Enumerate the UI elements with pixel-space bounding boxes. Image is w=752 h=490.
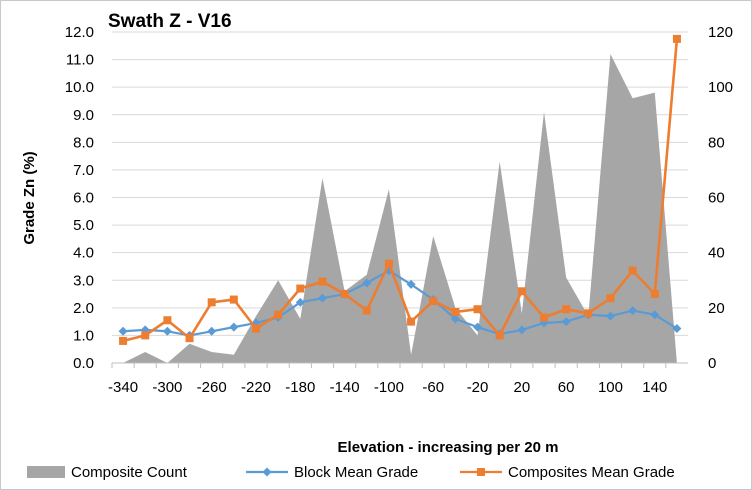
data-point: [317, 293, 327, 303]
legend-label: Composite Count: [71, 464, 188, 481]
data-point: [163, 316, 172, 325]
data-point: [561, 317, 571, 327]
legend-swatch-composite-count: [27, 466, 65, 478]
y-axis-title: Grade Zn (%): [21, 151, 38, 244]
x-tick-label: 60: [558, 379, 575, 396]
y2-tick-label: 100: [708, 79, 733, 96]
x-tick-label: -340: [108, 379, 138, 396]
legend: Composite Count Block Mean Grade Composite…: [27, 464, 675, 481]
data-point: [606, 294, 615, 303]
data-point: [229, 322, 239, 332]
data-point: [296, 284, 305, 293]
data-point: [628, 306, 638, 316]
x-tick-label: -140: [330, 379, 360, 396]
x-tick-label: -180: [285, 379, 315, 396]
data-point: [540, 313, 548, 322]
data-point: [517, 325, 527, 335]
x-tick-label: -260: [197, 379, 227, 396]
data-point: [473, 322, 483, 332]
y2-tick-label: 60: [708, 190, 725, 207]
y-tick-label: 1.0: [73, 327, 94, 344]
y-tick-label: 3.0: [73, 272, 94, 289]
legend-label: Composites Mean Grade: [508, 464, 675, 481]
data-point: [650, 310, 660, 320]
y2-tick-label: 120: [708, 24, 733, 41]
data-point: [162, 326, 172, 336]
data-point: [119, 336, 128, 345]
x-tick-label: -100: [374, 379, 404, 396]
chart-title: Swath Z - V16: [108, 11, 232, 32]
y2-tick-label: 80: [708, 134, 725, 151]
x-axis-title: Elevation - increasing per 20 m: [338, 439, 559, 456]
data-point: [450, 314, 460, 324]
x-tick-label: -220: [241, 379, 271, 396]
legend-label: Block Mean Grade: [294, 464, 418, 481]
y2-tick-label: 40: [708, 245, 725, 262]
data-point: [517, 287, 526, 296]
y-tick-label: 12.0: [65, 24, 94, 41]
data-point: [584, 309, 593, 318]
legend-marker: [262, 467, 272, 477]
legend-marker: [477, 468, 485, 476]
data-point: [672, 34, 681, 43]
y-tick-label: 8.0: [73, 134, 94, 151]
data-point: [274, 310, 283, 319]
y-tick-label: 9.0: [73, 107, 94, 124]
x-tick-label: 20: [514, 379, 531, 396]
x-tick-label: -20: [467, 379, 489, 396]
data-point: [207, 298, 216, 307]
data-point: [340, 290, 349, 299]
line-series: [118, 34, 682, 345]
data-point: [605, 311, 615, 321]
axes: [111, 362, 688, 368]
data-point: [473, 305, 482, 314]
data-point: [207, 326, 217, 336]
y-tick-label: 11.0: [66, 52, 94, 69]
area-series: [123, 54, 677, 364]
data-point: [185, 334, 194, 343]
data-point: [318, 277, 327, 286]
y-tick-label: 0.0: [73, 355, 94, 372]
data-point: [407, 317, 416, 326]
x-tick-label: 100: [598, 379, 623, 396]
data-point: [451, 307, 460, 316]
data-point: [495, 331, 504, 340]
x-tick-label: -300: [152, 379, 182, 396]
data-point: [362, 278, 372, 288]
data-point: [295, 297, 305, 307]
x-tick-label: 140: [642, 379, 667, 396]
data-point: [406, 279, 416, 289]
y-tick-label: 10.0: [65, 79, 94, 96]
y-tick-label: 7.0: [73, 162, 94, 179]
data-point: [672, 324, 682, 334]
data-point: [562, 305, 571, 314]
data-point: [118, 326, 128, 336]
data-point: [141, 331, 150, 340]
y-tick-label: 5.0: [73, 217, 94, 234]
data-point: [229, 295, 238, 304]
y2-tick-label: 0: [708, 355, 716, 372]
y-tick-label: 6.0: [73, 190, 94, 207]
x-tick-label: -60: [422, 379, 444, 396]
data-point: [252, 324, 260, 333]
y-tick-label: 2.0: [73, 300, 94, 317]
composite-count-area: [123, 54, 677, 364]
data-point: [384, 259, 393, 268]
y2-tick-label: 20: [708, 300, 725, 317]
data-point: [650, 290, 659, 299]
y-tick-label: 4.0: [73, 245, 94, 262]
data-point: [429, 296, 438, 305]
tick-labels: 0.0 1.0 2.0 3.0 4.0 5.0 6.0 7.0 8.0 9.0 10.0 11.0 12…: [65, 24, 733, 396]
data-point: [362, 306, 371, 315]
data-point: [628, 266, 637, 275]
